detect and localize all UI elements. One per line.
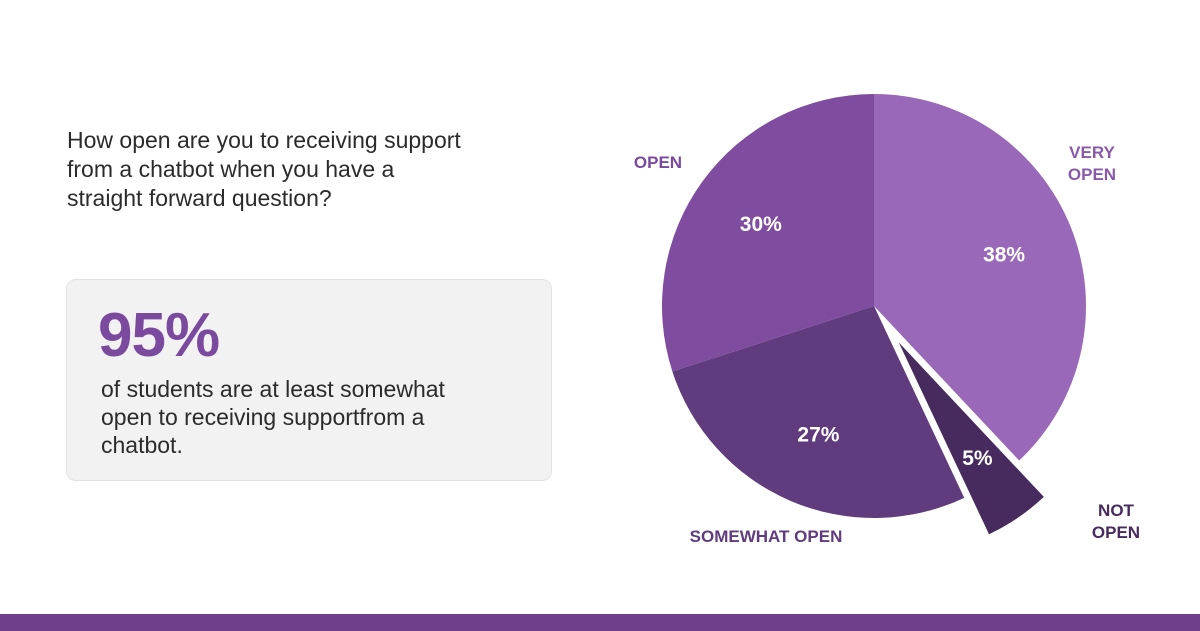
slice-value-label: 30% <box>740 213 782 236</box>
stat-description-line: chatbot. <box>101 432 183 458</box>
slice-value-label: 27% <box>797 423 839 446</box>
pie-slice-not-open <box>898 342 1044 535</box>
question-line: from a chatbot when you have a <box>67 156 395 182</box>
slice-value-label: 38% <box>983 243 1025 266</box>
stat-description: of students are at least somewhat open t… <box>101 375 541 459</box>
pie-chart: 38% VERY OPEN 5% NOT OPEN 27% SOMEWHAT OPEN 30% O… <box>634 94 1140 546</box>
slice-value-label: 5% <box>962 447 993 470</box>
footer-bar <box>0 614 1200 631</box>
pie-slice-somewhat-open <box>672 306 965 518</box>
slice-category-label: VERY OPEN <box>1068 143 1116 184</box>
slice-category-label: OPEN <box>634 153 682 172</box>
question-line: straight forward question? <box>67 185 332 211</box>
stat-description-line: open to receiving supportfrom a <box>101 404 425 430</box>
question-line: How open are you to receiving support <box>67 127 461 153</box>
survey-question: How open are you to receiving support fr… <box>67 126 567 213</box>
slice-category-label: NOT OPEN <box>1092 501 1140 542</box>
stat-number: 95% <box>98 301 220 370</box>
pie-slice-open <box>662 94 874 372</box>
stat-card: 95% of students are at least somewhat op… <box>66 279 552 481</box>
slice-category-label: SOMEWHAT OPEN <box>690 527 843 546</box>
stat-description-line: of students are at least somewhat <box>101 376 445 402</box>
pie-slice-very-open <box>874 94 1086 461</box>
